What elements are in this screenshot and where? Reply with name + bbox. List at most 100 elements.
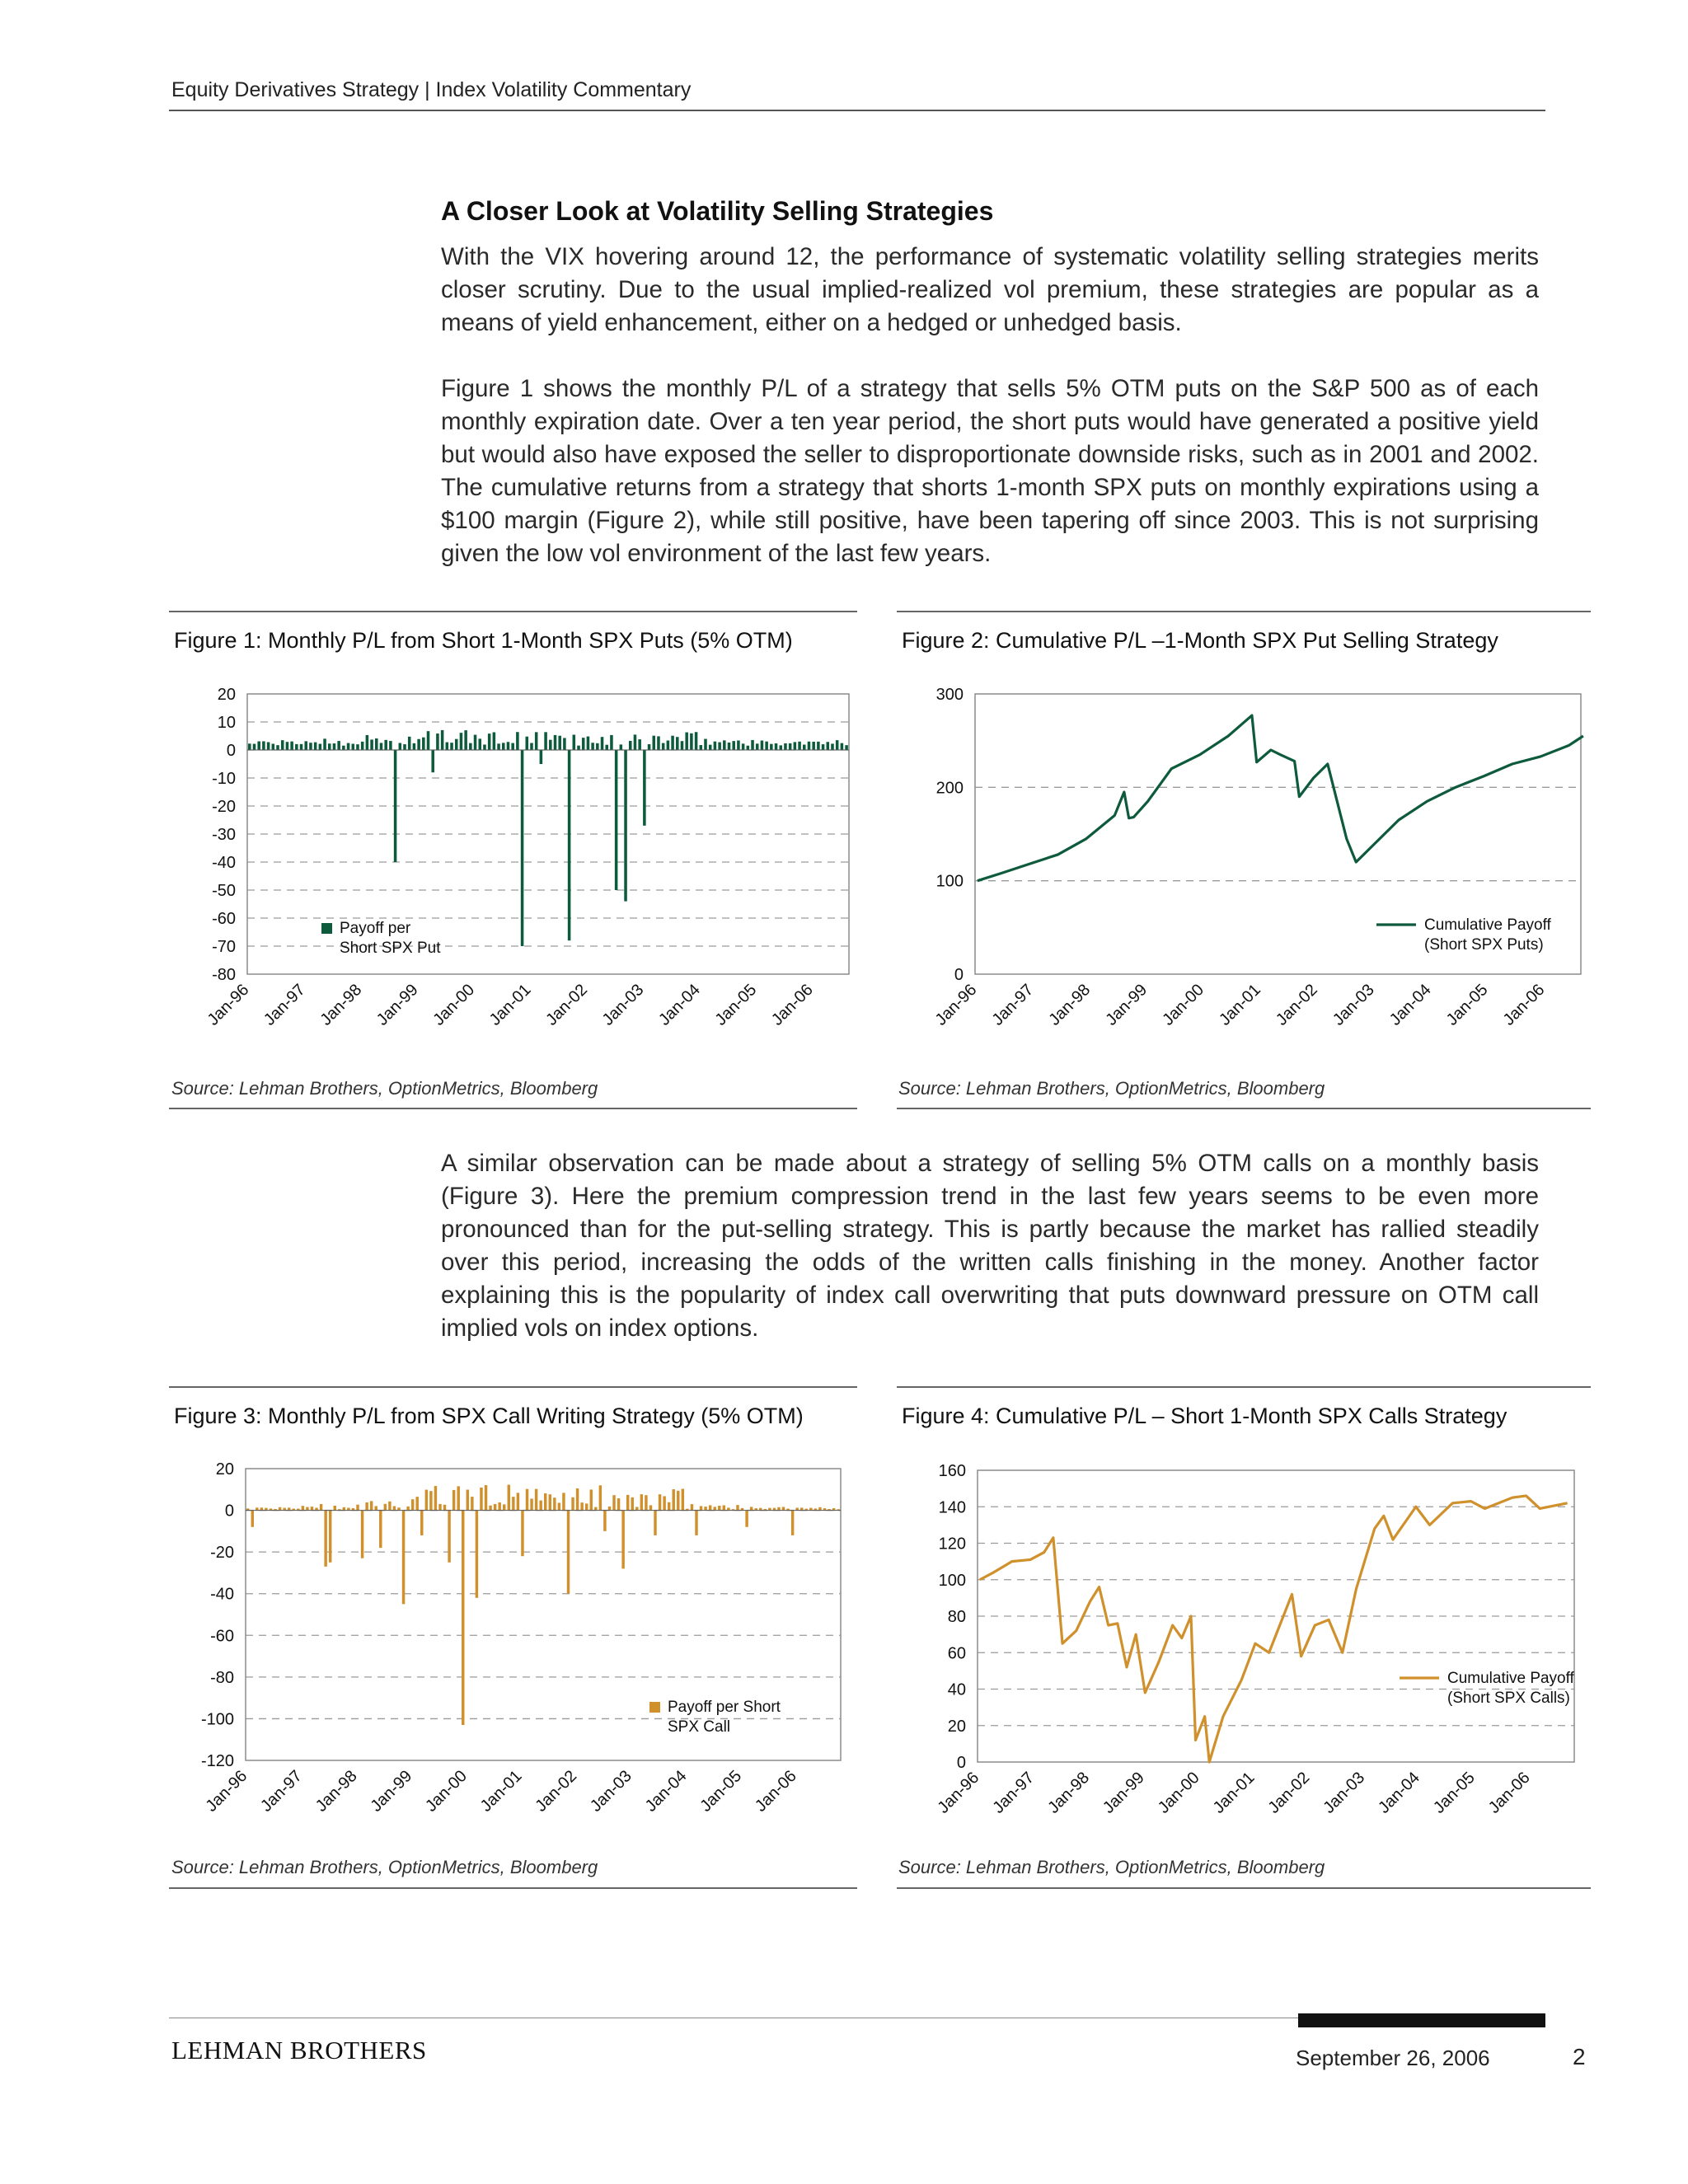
fig3-bar (287, 1507, 291, 1511)
fig3-y-tick-label: -120 (201, 1752, 234, 1770)
fig1-bar (671, 735, 674, 750)
fig3-bar (722, 1505, 726, 1511)
fig4-x-tick-label: Jan-98 (1044, 1769, 1093, 1817)
fig1-bar (737, 740, 740, 750)
fig3-bar (631, 1497, 634, 1511)
fig3-bar (790, 1510, 795, 1535)
fig3-y-tick-label: -100 (201, 1710, 234, 1728)
fig3-legend-swatch (649, 1702, 660, 1713)
fig1-bar (793, 742, 797, 750)
fig3-bar (530, 1498, 533, 1511)
fig1-bar (525, 736, 529, 750)
fig3-bar (795, 1507, 799, 1511)
fig1-bar (779, 745, 783, 750)
fig1-y-tick-label: -40 (212, 854, 236, 872)
brand-logo: LEHMAN BROTHERS (171, 2036, 427, 2064)
fig1-bar (661, 743, 665, 750)
fig4-legend-label: Cumulative Payoff (1447, 1670, 1575, 1687)
fig1-legend-label: Short SPX Put (340, 940, 441, 957)
figure-2-top-rule (897, 611, 1591, 612)
fig3-bar (438, 1503, 442, 1511)
fig1-x-tick-label: Jan-01 (486, 981, 535, 1029)
fig4-x-tick-label: Jan-96 (935, 1769, 983, 1817)
figure-1-bottom-rule (169, 1108, 857, 1109)
fig3-bar (383, 1503, 387, 1511)
fig4-y-tick-label: 20 (948, 1718, 966, 1736)
fig3-bar (278, 1507, 282, 1511)
fig3-bar (781, 1507, 785, 1511)
paragraph-2: Figure 1 shows the monthly P/L of a stra… (441, 375, 1539, 567)
fig3-bar (809, 1507, 813, 1511)
fig1-bar (313, 742, 317, 750)
fig3-bar (704, 1507, 707, 1511)
fig1-bar (454, 738, 458, 750)
fig1-bar (628, 740, 632, 750)
fig1-bar (516, 732, 519, 750)
fig1-legend-label: Payoff per (340, 920, 411, 937)
fig1-bar (581, 738, 585, 750)
fig3-bar (539, 1500, 542, 1511)
fig1-bar (299, 743, 303, 750)
fig3-bar (832, 1508, 836, 1511)
fig3-y-tick-label: 20 (216, 1460, 234, 1479)
fig2-x-tick-label: Jan-03 (1329, 981, 1378, 1029)
fig3-bar (598, 1485, 603, 1511)
fig3-bar (731, 1509, 735, 1511)
fig1-bar (563, 738, 566, 750)
fig1-y-tick-label: -20 (212, 798, 236, 816)
fig3-bar (338, 1509, 341, 1511)
fig1-bar (511, 743, 514, 750)
fig3-bar (736, 1505, 739, 1511)
fig3-bar (759, 1507, 762, 1511)
fig3-x-tick-label: Jan-05 (696, 1767, 745, 1816)
fig1-bar (403, 744, 406, 750)
fig1-bar (248, 743, 251, 750)
fig4-y-tick-label: 160 (939, 1462, 966, 1480)
fig4-x-tick-label: Jan-06 (1485, 1769, 1534, 1817)
fig3-bar (828, 1509, 831, 1511)
fig3-bar (571, 1497, 574, 1511)
fig1-bar (643, 750, 646, 826)
fig3-y-tick-label: -40 (210, 1586, 234, 1604)
fig3-bar (283, 1507, 286, 1511)
fig2-x-tick-label: Jan-99 (1102, 981, 1151, 1029)
fig3-bar (452, 1489, 456, 1511)
section-title: A Closer Look at Volatility Selling Stra… (441, 196, 994, 226)
fig1-y-tick-label: 20 (218, 686, 236, 704)
fig3-bar (763, 1509, 767, 1511)
figure-1-title: Figure 1: Monthly P/L from Short 1-Month… (174, 628, 793, 653)
fig1-bar (723, 740, 726, 750)
fig3-bar (654, 1510, 657, 1535)
figure-2-source: Source: Lehman Brothers, OptionMetrics, … (898, 1078, 1325, 1099)
fig2-x-tick-label: Jan-96 (932, 981, 981, 1029)
fig4-y-tick-label: 100 (939, 1572, 966, 1590)
fig4-y-tick-label: 120 (939, 1535, 966, 1554)
fig1-bar (375, 738, 378, 750)
fig3-bar (369, 1501, 373, 1511)
fig1-bar (798, 741, 801, 750)
fig3-bar (800, 1507, 804, 1511)
fig3-plot-frame (245, 1468, 842, 1761)
fig1-bar (327, 743, 331, 750)
fig1-bar (727, 742, 731, 750)
fig3-bar (649, 1505, 653, 1511)
fig1-y-tick-label: -50 (212, 882, 236, 900)
fig1-bar (309, 743, 312, 750)
fig3-bar (328, 1510, 332, 1563)
fig1-x-tick-label: Jan-99 (373, 981, 422, 1029)
fig3-bar (392, 1506, 396, 1511)
fig1-bar (784, 743, 787, 750)
fig4-x-tick-label: Jan-04 (1375, 1769, 1423, 1817)
fig1-bar (318, 743, 322, 750)
fig1-x-tick-label: Jan-98 (316, 981, 365, 1029)
fig1-bar (285, 742, 289, 750)
fig1-bar (685, 732, 688, 750)
fig3-bar (745, 1510, 748, 1527)
fig3-bar (525, 1488, 529, 1511)
fig1-bar (501, 743, 505, 750)
fig3-x-tick-label: Jan-97 (257, 1767, 306, 1816)
fig3-bar (457, 1486, 460, 1511)
fig3-bar (754, 1508, 757, 1511)
